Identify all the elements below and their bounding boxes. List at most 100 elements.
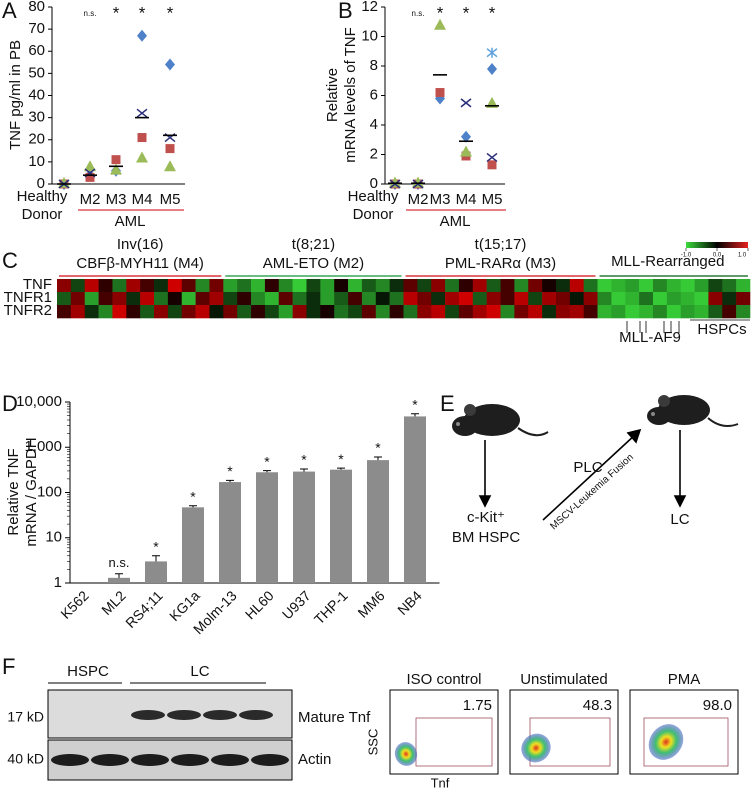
data-point [85,172,95,182]
arrow-label: PLC [573,459,602,476]
x-tick-label: M4 [132,191,153,208]
heatmap-cell [181,279,196,293]
heatmap-cell [639,279,654,293]
heatmap-cell [112,279,127,293]
heatmap-cell [264,305,280,319]
significance-label: n.s. [109,555,130,570]
heatmap-cell [555,292,571,306]
blot-band [203,710,237,720]
row-label: TNF [23,276,52,293]
significance-label: * [139,3,146,22]
heatmap-cell [528,279,543,293]
heatmap-cell [278,279,293,293]
heatmap-cell [611,292,626,306]
event-cloud [648,724,684,760]
x-tick-label: K562 [57,587,92,622]
heatmap-cell [70,292,86,306]
heatmap-cell [639,305,654,319]
heatmap-cell [625,279,640,293]
group-subtitle: CBFβ-MYH11 (M4) [76,255,204,272]
data-point [165,58,175,71]
heatmap-cell [445,279,460,293]
heatmap-cell [694,292,709,306]
data-point [58,176,70,188]
flow-title: ISO control [406,671,481,688]
bar [330,469,352,583]
y-tick-label: 10 [28,153,45,170]
heatmap-cell [722,305,737,319]
colorbar-tick-label: 0.0 [713,253,722,259]
heatmap-cell [500,279,515,293]
panel-letter: C [2,248,18,273]
blot-band [171,754,209,766]
data-point [435,88,445,98]
colorbar [686,242,748,248]
heatmap-cell [348,292,363,306]
heatmap-cell [334,279,349,293]
flow-axis-label: SSC [365,729,380,756]
error-bar [411,413,419,417]
heatmap-cell [181,292,196,306]
heatmap-cell [223,292,238,306]
data-point [389,176,401,188]
heatmap-cell [666,292,681,306]
heatmap-cell [458,305,474,319]
row-label: TNFR2 [4,302,52,319]
row-label: TNFR1 [4,289,52,306]
heatmap-cell [431,279,446,293]
heatmap-cell [500,305,515,319]
significance-label: * [264,453,270,469]
x-tick-label: RS4;11 [122,587,166,631]
bar [182,507,204,583]
x-tick-label: U937 [279,587,314,622]
heatmap-cell [583,292,598,306]
heatmap-cell [195,292,210,306]
heatmap-cell [597,279,612,293]
y-tick-label: 40 [28,86,45,103]
heatmap-cell [292,305,307,319]
arrow [478,428,687,521]
panel-letter: A [2,0,17,23]
x-tick-label: M2 [80,191,101,208]
heatmap-cell [514,305,529,319]
heatmap-cell [237,292,252,306]
heatmap-cell [736,279,751,293]
heatmap-cell [736,305,751,319]
y-tick-label: 60 [28,42,45,59]
heatmap-cell [306,292,321,306]
heatmap-cell [625,305,640,319]
error-bar [263,470,271,473]
heatmap-cell [209,292,224,306]
heatmap-cell [209,279,224,293]
heatmap-cell [57,305,72,319]
heatmap-cell [375,279,390,293]
heatmap-cell [652,279,668,293]
y-tick-label: 30 [28,109,45,126]
data-point [165,144,175,154]
blot-band [251,754,289,766]
heatmap-cell [542,279,557,293]
heatmap-cell [486,292,501,306]
y-tick-label: 10,000 [16,393,62,410]
blot-band [91,754,129,766]
heatmap-cell [167,305,183,319]
heatmap-cell [417,279,432,293]
heatmap-cell [320,279,335,293]
significance-label: * [113,3,120,22]
significance-label: * [190,488,196,504]
heatmap-cell [666,305,681,319]
data-point [486,47,498,58]
data-point [487,160,497,170]
y-tick-label: 70 [28,20,45,37]
heatmap-cell [306,305,321,319]
heatmap-cell [486,279,501,293]
heatmap-cell [389,279,404,293]
heatmap-cell [722,279,737,293]
significance-label: * [227,463,233,479]
data-point [486,152,498,163]
heatmap-cell [652,292,668,306]
y-axis-label: Relative TNF [5,448,22,535]
heatmap-cell [264,279,280,293]
